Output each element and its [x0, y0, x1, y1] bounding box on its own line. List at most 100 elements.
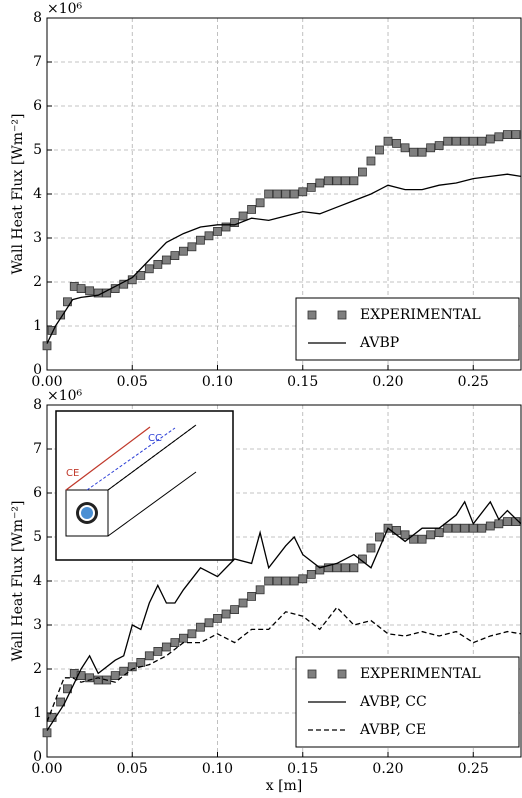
- data-point: [417, 147, 427, 157]
- x-tick-label: 0.20: [372, 374, 403, 390]
- data-point: [63, 297, 72, 307]
- y-tick-label: 1: [33, 705, 42, 721]
- legend-label: AVBP: [359, 335, 399, 351]
- x-tick-label: 0.20: [372, 761, 403, 777]
- data-point: [366, 156, 376, 166]
- data-point: [179, 633, 188, 643]
- data-point: [349, 176, 359, 186]
- data-point: [281, 189, 291, 199]
- x-tick-label: 0.05: [117, 761, 148, 777]
- data-point: [93, 675, 103, 685]
- legend-marker: [337, 669, 347, 679]
- data-point: [366, 543, 376, 553]
- x-tick-label: 0.05: [117, 374, 148, 390]
- y-tick-label: 7: [33, 441, 42, 457]
- duct-edge: [107, 424, 197, 491]
- data-point: [375, 532, 384, 542]
- data-point: [213, 226, 222, 236]
- data-point: [298, 187, 308, 197]
- data-point: [468, 136, 478, 146]
- x-tick-label: 0.25: [458, 761, 489, 777]
- legend-label: AVBP, CE: [359, 722, 426, 738]
- data-point: [255, 585, 265, 595]
- data-point: [315, 565, 325, 575]
- legend-marker: [337, 310, 347, 320]
- data-point: [144, 651, 154, 661]
- data-point: [426, 143, 436, 153]
- data-point: [179, 246, 188, 256]
- data-point: [468, 523, 478, 533]
- data-point: [417, 534, 427, 544]
- data-point: [272, 189, 282, 199]
- data-point: [85, 673, 95, 683]
- y-tick-label: 8: [33, 10, 42, 26]
- data-point: [110, 671, 120, 680]
- data-point: [161, 255, 171, 265]
- data-point: [306, 570, 316, 579]
- legend-marker: [307, 310, 317, 320]
- data-point: [281, 576, 291, 586]
- data-point: [443, 136, 453, 146]
- data-point: [42, 341, 52, 351]
- y-tick-label: 4: [33, 573, 42, 589]
- data-point: [494, 519, 504, 529]
- y-tick-label: 0: [33, 749, 42, 765]
- plot-frame: [46, 17, 522, 371]
- y-tick-label: 6: [33, 98, 42, 114]
- data-line: [46, 500, 522, 731]
- data-point: [409, 147, 418, 157]
- inset-label: CC: [148, 433, 162, 444]
- y-tick-label: 8: [33, 397, 42, 413]
- data-point: [392, 138, 401, 148]
- data-point: [272, 576, 282, 586]
- data-point: [358, 167, 367, 177]
- data-point: [332, 176, 342, 186]
- inset-label: CE: [66, 468, 79, 479]
- data-point: [434, 528, 444, 537]
- inset-frame: [55, 410, 234, 561]
- data-point: [136, 270, 146, 280]
- data-point: [400, 143, 410, 153]
- legend-marker: [307, 669, 317, 679]
- data-point: [136, 658, 146, 667]
- data-point: [460, 136, 470, 146]
- data-point: [119, 666, 129, 676]
- data-point: [494, 132, 504, 142]
- data-point: [247, 204, 257, 214]
- y-offset-label: ×10⁶: [47, 1, 83, 17]
- x-tick-label: 0.15: [287, 374, 318, 390]
- data-point: [213, 614, 222, 623]
- data-point: [221, 609, 231, 619]
- x-tick-label: 0.10: [202, 761, 233, 777]
- data-point: [161, 642, 171, 652]
- y-tick-label: 3: [33, 617, 42, 633]
- y-tick-label: 1: [33, 318, 42, 334]
- data-point: [85, 286, 95, 296]
- data-point: [170, 251, 180, 261]
- y-offset-label: ×10⁶: [47, 388, 83, 404]
- data-point: [76, 284, 86, 294]
- data-point: [196, 235, 205, 245]
- data-point: [460, 523, 470, 533]
- data-point: [144, 264, 154, 274]
- x-tick-label: 0.00: [31, 761, 62, 777]
- data-point: [375, 145, 384, 155]
- y-axis-label: Wall Heat Flux [Wm⁻²]: [10, 114, 26, 275]
- data-point: [230, 605, 239, 614]
- y-tick-label: 3: [33, 230, 42, 246]
- data-point: [349, 563, 359, 573]
- data-point: [477, 136, 487, 146]
- x-tick-label: 0.10: [202, 374, 233, 390]
- data-point: [264, 189, 274, 199]
- data-line: [46, 606, 522, 723]
- data-point: [443, 523, 453, 533]
- data-point: [315, 178, 325, 188]
- data-point: [204, 231, 214, 241]
- duct-edge: [107, 471, 197, 537]
- data-point: [298, 574, 308, 584]
- y-tick-label: 5: [33, 142, 42, 158]
- data-point: [502, 517, 512, 526]
- y-tick-label: 5: [33, 529, 42, 545]
- data-point: [289, 189, 299, 199]
